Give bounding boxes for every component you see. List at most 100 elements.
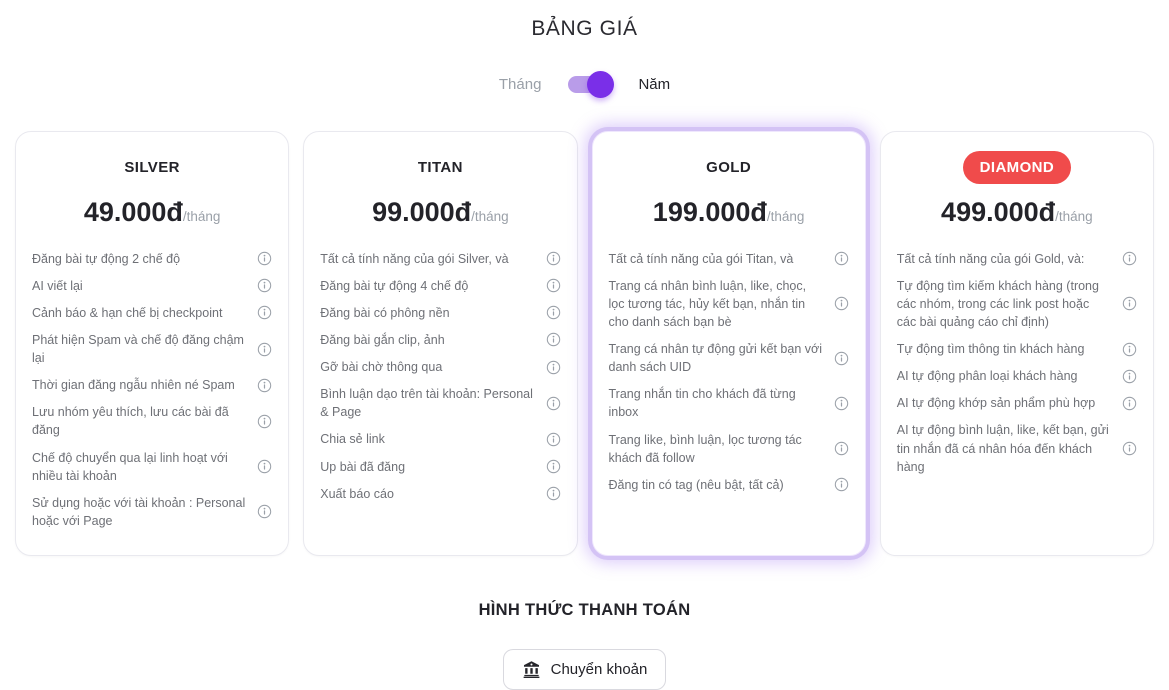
- feature-row: Tự động tìm kiếm khách hàng (trong các n…: [897, 272, 1137, 335]
- price: 199.000đ/tháng: [609, 197, 849, 228]
- feature-text: Tất cả tính năng của gói Silver, và: [320, 251, 509, 266]
- feature-text: Đăng tin có tag (nêu bật, tất cả): [608, 477, 784, 492]
- feature-row: Chế độ chuyển qua lại linh hoạt với nhiề…: [32, 444, 272, 489]
- pricing-card-silver: SILVER 49.000đ/tháng Đăng bài tự động 2 …: [15, 131, 290, 556]
- billing-toggle-row: Tháng Năm: [0, 71, 1169, 98]
- feature-text: Lưu nhóm yêu thích, lưu các bài đã đăng: [32, 405, 229, 438]
- info-icon[interactable]: [546, 332, 561, 347]
- feature-row: Trang like, bình luận, lọc tương tác khá…: [609, 426, 849, 471]
- feature-text: Trang like, bình luận, lọc tương tác khá…: [608, 432, 802, 465]
- price-period: /tháng: [182, 209, 221, 224]
- info-icon[interactable]: [546, 251, 561, 266]
- info-icon[interactable]: [834, 296, 849, 311]
- info-icon[interactable]: [834, 396, 849, 411]
- feature-row: Bình luận dạo trên tài khoản: Personal &…: [320, 381, 560, 426]
- pricing-card-titan: TITAN 99.000đ/tháng Tất cả tính năng của…: [303, 131, 578, 556]
- tier-header: SILVER: [32, 149, 272, 185]
- pricing-card-diamond: DIAMOND 499.000đ/tháng Tất cả tính năng …: [879, 131, 1154, 556]
- billing-switch-knob: [587, 71, 615, 98]
- feature-row: AI tự động phân loại khách hàng: [897, 363, 1137, 390]
- feature-row: Đăng bài tự động 4 chế độ: [320, 272, 560, 299]
- info-icon[interactable]: [1122, 296, 1137, 311]
- tier-header: TITAN: [320, 149, 560, 185]
- info-icon[interactable]: [1122, 342, 1137, 357]
- feature-text: AI viết lại: [32, 278, 83, 293]
- feature-list: Tất cả tính năng của gói Titan, và Trang…: [609, 245, 849, 498]
- feature-text: Chia sẻ link: [320, 432, 385, 447]
- info-icon[interactable]: [834, 477, 849, 492]
- info-icon[interactable]: [257, 504, 272, 519]
- billing-switch[interactable]: [568, 71, 615, 98]
- info-icon[interactable]: [546, 360, 561, 375]
- feature-text: Trang cá nhân bình luận, like, chọc, lọc…: [608, 278, 807, 329]
- info-icon[interactable]: [257, 278, 272, 293]
- info-icon[interactable]: [834, 441, 849, 456]
- info-icon[interactable]: [257, 251, 272, 266]
- info-icon[interactable]: [834, 251, 849, 266]
- tier-name: GOLD: [706, 158, 752, 176]
- feature-text: Bình luận dạo trên tài khoản: Personal &…: [320, 387, 533, 420]
- feature-text: Tự động tìm thông tin khách hàng: [896, 342, 1085, 356]
- feature-text: Gỡ bài chờ thông qua: [320, 360, 443, 374]
- feature-list: Tất cả tính năng của gói Silver, và Đăng…: [320, 245, 560, 507]
- info-icon[interactable]: [834, 351, 849, 366]
- feature-row: Sử dụng hoặc với tài khoản : Personal ho…: [32, 489, 272, 534]
- feature-row: Up bài đã đăng: [320, 453, 560, 480]
- billing-month-label: Tháng: [498, 76, 542, 93]
- feature-text: Trang cá nhân tự động gửi kết bạn với da…: [608, 342, 822, 375]
- price: 99.000đ/tháng: [320, 197, 560, 228]
- feature-row: Lưu nhóm yêu thích, lưu các bài đã đăng: [32, 399, 272, 444]
- feature-text: AI tự động bình luận, like, kết bạn, gửi…: [896, 423, 1109, 474]
- feature-text: Đăng bài có phông nền: [320, 305, 450, 320]
- info-icon[interactable]: [257, 305, 272, 320]
- info-icon[interactable]: [1122, 441, 1137, 456]
- info-icon[interactable]: [257, 342, 272, 357]
- feature-row: Trang cá nhân bình luận, like, chọc, lọc…: [609, 272, 849, 335]
- feature-row: AI tự động khớp sản phẩm phù hợp: [897, 390, 1137, 417]
- price-period: /tháng: [471, 209, 509, 224]
- info-icon[interactable]: [546, 459, 561, 474]
- tier-name: SILVER: [124, 158, 180, 176]
- price-period: /tháng: [1055, 209, 1093, 224]
- bank-icon: [522, 660, 541, 679]
- feature-text: AI tự động phân loại khách hàng: [896, 369, 1078, 384]
- feature-row: Xuất báo cáo: [320, 480, 560, 507]
- info-icon[interactable]: [546, 396, 561, 411]
- bank-transfer-label: Chuyển khoản: [550, 660, 648, 678]
- feature-row: Đăng bài có phông nền: [320, 299, 560, 326]
- info-icon[interactable]: [1122, 251, 1137, 266]
- tier-header: DIAMOND: [897, 149, 1137, 185]
- info-icon[interactable]: [1122, 369, 1137, 384]
- price-amount: 499.000đ: [941, 197, 1056, 227]
- info-icon[interactable]: [257, 459, 272, 474]
- feature-row: Đăng bài tự động 2 chế độ: [32, 245, 272, 272]
- info-icon[interactable]: [546, 486, 561, 501]
- info-icon[interactable]: [546, 305, 561, 320]
- info-icon[interactable]: [546, 278, 561, 293]
- payment-title: HÌNH THỨC THANH TOÁN: [478, 600, 691, 619]
- feature-row: Trang cá nhân tự động gửi kết bạn với da…: [609, 336, 849, 381]
- feature-row: Trang nhắn tin cho khách đã từng inbox: [609, 381, 849, 426]
- feature-list: Đăng bài tự động 2 chế độ AI viết lại Cả…: [32, 245, 272, 535]
- info-icon[interactable]: [257, 378, 272, 393]
- bank-transfer-button[interactable]: Chuyển khoản: [502, 648, 667, 690]
- info-icon[interactable]: [257, 414, 272, 429]
- feature-text: Đăng bài gắn clip, ảnh: [320, 332, 445, 347]
- feature-text: Tự động tìm kiếm khách hàng (trong các n…: [896, 278, 1099, 329]
- page-title: BẢNG GIÁ: [531, 17, 638, 40]
- price: 499.000đ/tháng: [897, 197, 1137, 228]
- feature-text: Thời gian đăng ngẫu nhiên né Spam: [32, 378, 235, 393]
- feature-text: Đăng bài tự động 4 chế độ: [320, 278, 469, 293]
- feature-text: Đăng bài tự động 2 chế độ: [32, 251, 181, 266]
- price-period: /tháng: [766, 209, 805, 224]
- feature-text: Phát hiện Spam và chế độ đăng chậm lại: [32, 332, 244, 365]
- feature-row: Gỡ bài chờ thông qua: [320, 354, 560, 381]
- payment-row: Chuyển khoản: [0, 648, 1169, 690]
- feature-text: Cảnh báo & hạn chế bị checkpoint: [32, 305, 223, 320]
- info-icon[interactable]: [1122, 396, 1137, 411]
- feature-text: Trang nhắn tin cho khách đã từng inbox: [608, 387, 796, 420]
- info-icon[interactable]: [546, 432, 561, 447]
- feature-row: Tất cả tính năng của gói Silver, và: [320, 245, 560, 272]
- feature-row: Tự động tìm thông tin khách hàng: [897, 336, 1137, 363]
- price-amount: 99.000đ: [372, 197, 472, 227]
